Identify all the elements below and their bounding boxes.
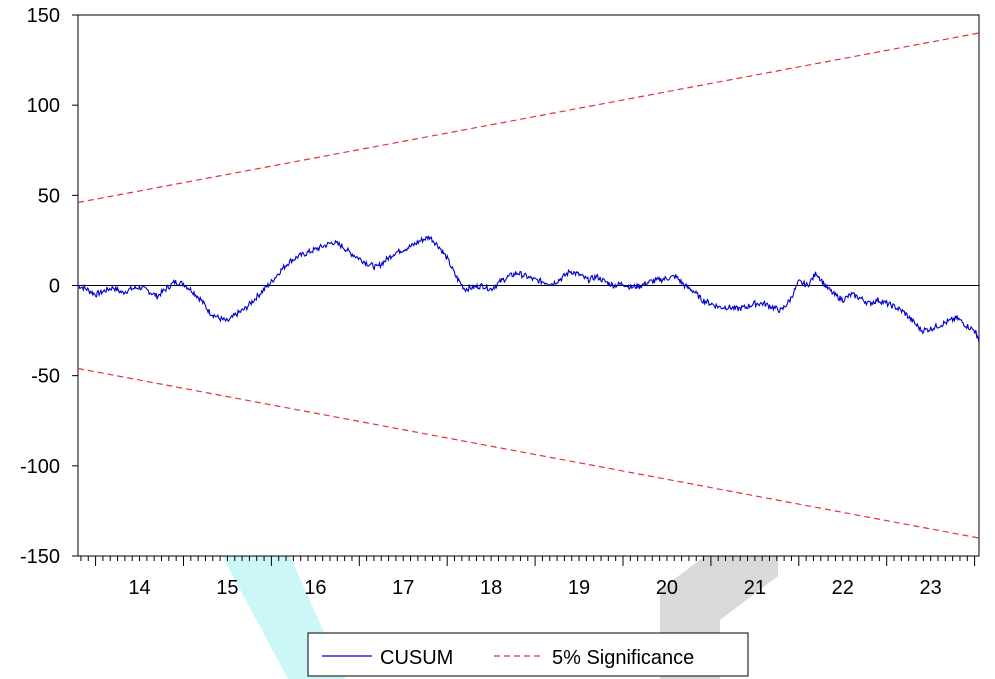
x-tick-label: 14 bbox=[128, 577, 150, 599]
y-axis: -150 -100 -50 0 50 100 150 bbox=[20, 5, 78, 568]
x-tick-label: 17 bbox=[392, 577, 414, 599]
y-tick-label: -100 bbox=[20, 456, 60, 478]
x-axis: 1415161718192021222324 bbox=[80, 556, 976, 599]
y-tick-label: -150 bbox=[20, 546, 60, 568]
series-line-1 bbox=[77, 32, 980, 204]
y-tick-label: 0 bbox=[49, 276, 60, 298]
x-tick-label: 20 bbox=[656, 577, 678, 599]
legend-box bbox=[307, 632, 749, 677]
y-tick-label: 50 bbox=[38, 185, 60, 207]
series-group bbox=[77, 32, 980, 539]
legend-label-cusum: CUSUM bbox=[380, 647, 453, 669]
y-tick-label: 150 bbox=[27, 5, 60, 27]
x-tick-label: 21 bbox=[744, 577, 766, 599]
x-tick-label: 19 bbox=[568, 577, 590, 599]
series-line-0 bbox=[77, 235, 980, 343]
x-tick-label: 15 bbox=[216, 577, 238, 599]
legend-label-significance: 5% Significance bbox=[552, 647, 694, 669]
x-tick-label: 23 bbox=[920, 577, 942, 599]
x-tick-label: 22 bbox=[832, 577, 854, 599]
y-tick-label: -50 bbox=[31, 366, 60, 388]
legend: CUSUM 5% Significance bbox=[307, 632, 749, 677]
x-tick-label: 16 bbox=[304, 577, 326, 599]
y-tick-label: 100 bbox=[27, 95, 60, 117]
x-tick-label: 18 bbox=[480, 577, 502, 599]
series-line-2 bbox=[77, 367, 980, 539]
